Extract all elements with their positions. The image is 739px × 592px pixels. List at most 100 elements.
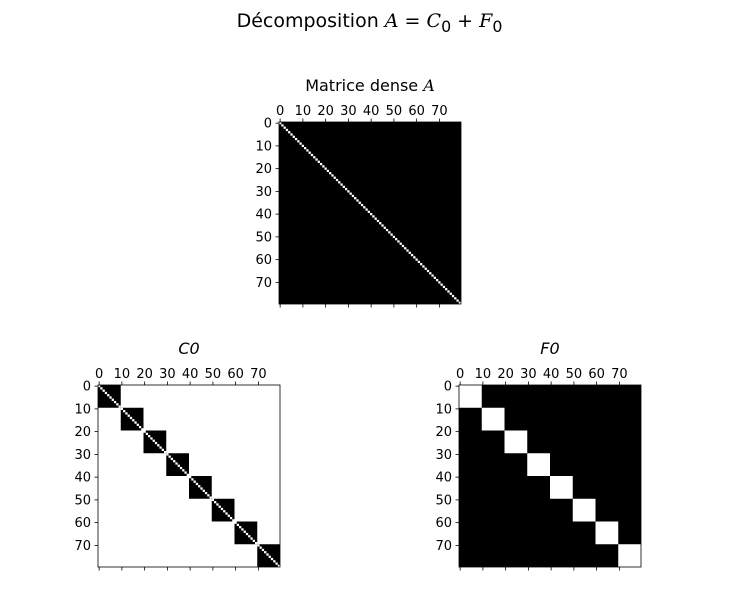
matrix-a-diag-cell	[333, 176, 336, 179]
matrix-f0-xtick-label: 30	[520, 367, 537, 382]
matrix-a-diag-cell	[283, 126, 286, 129]
matrix-a-diag-cell	[292, 135, 295, 138]
matrix-c0-xtick-label: 20	[136, 367, 153, 382]
matrix-c0-diag-cell	[245, 532, 249, 536]
matrix-c0-diag-cell	[175, 462, 178, 465]
matrix-a-diag-cell	[422, 265, 425, 268]
matrix-a-diag-cell	[338, 181, 341, 184]
matrix-a-diag-cell	[404, 247, 407, 250]
matrix-a-diag-cell	[383, 226, 386, 229]
matrix-a-ytick-label: 70	[255, 276, 272, 291]
matrix-a-title: Matrice dense A	[305, 76, 435, 95]
matrix-a-ytick-label: 0	[264, 117, 272, 132]
matrix-a-xtick-label: 70	[431, 104, 448, 119]
matrix-c0-diag-cell	[209, 496, 212, 499]
matrix-c0-diag-cell	[148, 435, 151, 438]
matrix-a-diag-cell	[395, 238, 398, 241]
matrix-c0-diag-cell	[143, 430, 146, 433]
matrix-a-diag-cell	[335, 178, 339, 182]
matrix-c0-ytick-label: 50	[74, 493, 91, 508]
matrix-a-ytick-label: 30	[255, 185, 272, 200]
matrix-f0-zero-block	[481, 407, 505, 431]
matrix-c0-diag-cell	[227, 514, 230, 517]
matrix-a-diag-cell	[299, 142, 302, 145]
matrix-a-diag-cell	[451, 294, 455, 298]
matrix-f0-zero-block	[572, 498, 596, 522]
figure-title: Décomposition A = C0 + F0	[0, 10, 739, 36]
matrix-c0-diag-cell	[223, 510, 226, 513]
matrix-a-diag-cell	[410, 253, 414, 257]
matrix-a-diag-cell	[397, 240, 400, 243]
matrix-f0-xtick-label: 50	[566, 367, 583, 382]
matrix-f0-ytick-label: 70	[435, 539, 452, 554]
matrix-c0-diag-cell	[111, 398, 114, 401]
matrix-a-ytick-label: 10	[255, 139, 272, 154]
matrix-c0-xtick-label: 40	[182, 367, 199, 382]
matrix-c0-diag-cell	[239, 526, 242, 529]
matrix-f0-ytick-label: 60	[435, 516, 452, 531]
matrix-a-diag-cell	[417, 260, 421, 264]
matrix-c0-diag-cell	[182, 469, 185, 472]
matrix-c0-diag-cell	[275, 562, 278, 565]
matrix-c0-diag-cell	[243, 530, 246, 533]
matrix-a-diag-cell	[288, 131, 291, 134]
matrix-a-diag-cell	[406, 249, 409, 252]
matrix-c0-diag-cell	[107, 394, 110, 397]
matrix-c0-diag-cell	[193, 480, 196, 483]
matrix-c0-diag-cell	[141, 428, 144, 431]
matrix-a-diag-cell	[456, 299, 459, 302]
matrix-c0-diag-cell	[159, 446, 162, 449]
matrix-a-diag-cell	[370, 213, 373, 216]
matrix-a-diag-cell	[351, 194, 355, 198]
matrix-a-diag-cell	[354, 197, 357, 200]
matrix-a-diag-cell	[290, 133, 293, 136]
matrix-c0-diag-cell	[118, 405, 121, 408]
matrix-a-xtick-label: 20	[317, 104, 334, 119]
matrix-f0-ytick-label: 10	[435, 402, 452, 417]
matrix-a-ytick-label: 20	[255, 162, 272, 177]
matrix-a-diag-cell	[408, 251, 411, 254]
matrix-c0-ytick-label: 70	[74, 539, 91, 554]
matrix-a-diag-cell	[363, 206, 366, 209]
matrix-c0-diag-cell	[168, 455, 171, 458]
matrix-a-diag-cell	[315, 158, 318, 161]
matrix-c0-diag-cell	[234, 521, 237, 524]
matrix-c0-diag-cell	[216, 503, 219, 506]
matrix-f0-ytick-label: 20	[435, 425, 452, 440]
matrix-c0-diag-cell	[102, 389, 105, 392]
matrix-c0-diag-cell	[204, 491, 208, 495]
matrix-c0-diag-cell	[129, 416, 133, 420]
matrix-c0-diag-cell	[163, 450, 167, 454]
matrix-f0-panel: 0 10 20 30 40 50 60 70 0 10 20 30 40 50 60 70 F0	[435, 339, 642, 571]
matrix-c0-diag-cell	[248, 535, 251, 538]
matrix-f0-zero-block	[595, 521, 619, 545]
matrix-c0-diag-cell	[136, 423, 139, 426]
matrix-c0-xtick-label: 60	[227, 367, 244, 382]
matrix-a-diag-cell	[447, 290, 450, 293]
matrix-c0-diag-cell	[273, 560, 276, 563]
matrix-a-diag-cell	[438, 281, 441, 284]
matrix-c0-diag-cell	[184, 471, 187, 474]
matrix-a-diag-cell	[390, 233, 393, 236]
matrix-c0-frame	[97, 384, 281, 568]
matrix-a-diag-cell	[374, 217, 377, 220]
matrix-f0-xtick-label: 10	[475, 367, 492, 382]
matrix-c0-diag-cell	[191, 478, 194, 481]
matrix-a-frame	[278, 121, 462, 305]
matrix-a-diag-cell	[435, 278, 439, 282]
matrix-a-diag-cell	[356, 199, 359, 202]
matrix-f0-zero-block	[618, 544, 641, 567]
matrix-c0-diag-cell	[173, 460, 176, 463]
matrix-a-diag-cell	[379, 222, 382, 225]
matrix-c0-diag-cell	[259, 546, 262, 549]
matrix-a-diag-cell	[426, 269, 430, 273]
matrix-f0-ytick-label: 0	[444, 380, 452, 395]
matrix-c0-ytick-label: 20	[74, 425, 91, 440]
matrix-c0-diag-cell	[214, 501, 217, 504]
matrix-f0-xtick-label: 70	[611, 367, 628, 382]
matrix-a-diag-cell	[342, 185, 345, 188]
matrix-c0-diag-cell	[104, 391, 108, 395]
matrix-a-diag-cell	[324, 167, 327, 170]
matrix-a-diag-cell	[420, 263, 423, 266]
matrix-c0-diag-cell	[277, 564, 280, 567]
